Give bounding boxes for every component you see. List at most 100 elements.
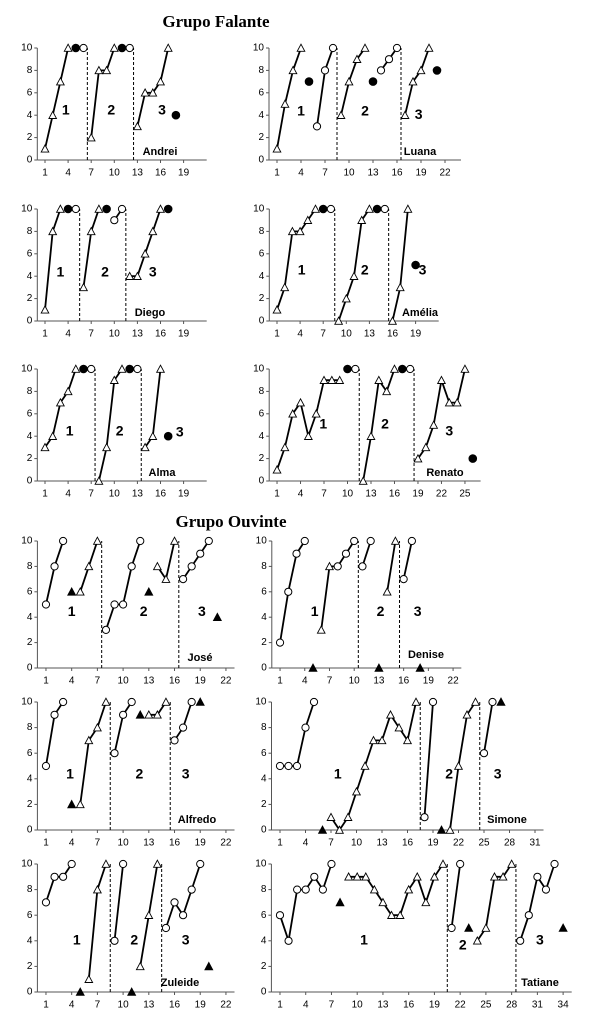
open-triangle-point (140, 88, 150, 97)
filled-circle-point (71, 43, 81, 53)
filled-circle-point (372, 204, 382, 214)
filled-triangle-point (67, 799, 77, 809)
open-circle-point (187, 885, 196, 894)
x-tick-label: 10 (349, 676, 361, 687)
trial-line (156, 540, 176, 582)
open-circle-point (456, 859, 465, 869)
open-circle-point (161, 923, 171, 933)
panel: 0 2 4 6 8 10 1 4 7 10 13 16 19 22 1 2 3 Denise (256, 536, 462, 687)
y-tick-label: 8 (27, 65, 33, 76)
open-circle-point (178, 723, 188, 732)
open-triangle-point (48, 431, 58, 440)
participant-name: Alma (149, 467, 177, 479)
phase-label: 2 (361, 103, 369, 119)
y-tick-label: 10 (253, 43, 265, 54)
open-circle-point (101, 625, 111, 635)
open-circle-point (541, 885, 551, 894)
filled-triangle-point (212, 612, 223, 621)
participant-name: Amélia (402, 307, 439, 319)
trial-line (45, 863, 73, 903)
panel: 0 2 4 6 8 10 1 4 7 10 13 16 19 1 2 3 Alma (21, 364, 207, 500)
panel: 0 2 4 6 8 10 1 4 7 10 13 16 19 22 1 2 3 José (21, 536, 235, 687)
x-tick-label: 7 (95, 838, 101, 849)
open-triangle-point (334, 825, 345, 834)
open-triangle-point (424, 43, 434, 52)
x-tick-label: 4 (65, 489, 71, 500)
open-circle-point (488, 697, 497, 707)
x-tick-label: 19 (429, 1000, 441, 1011)
x-tick-label: 16 (155, 168, 167, 179)
x-tick-label: 22 (220, 1000, 232, 1011)
open-circle-point (284, 587, 293, 596)
y-tick-label: 8 (27, 884, 33, 895)
open-triangle-point (389, 364, 400, 373)
open-triangle-point (408, 76, 418, 86)
open-circle-point (275, 761, 285, 771)
x-tick-label: 1 (42, 329, 48, 340)
x-tick-label: 25 (480, 1000, 492, 1011)
open-circle-point (79, 43, 88, 53)
y-tick-label: 8 (259, 386, 265, 397)
open-triangle-point (336, 110, 346, 119)
phase-label: 3 (419, 261, 427, 277)
y-tick-label: 0 (259, 316, 265, 327)
y-tick-label: 8 (259, 226, 265, 237)
open-triangle-point (360, 43, 370, 52)
panel: 0 2 4 6 8 10 1 4 7 10 13 16 19 22 25 28 31 1 2 3 Simone (255, 697, 544, 849)
x-tick-label: 16 (391, 168, 403, 179)
phase-label: 1 (66, 766, 74, 782)
open-triangle-point (429, 420, 439, 429)
open-triangle-point (84, 735, 94, 745)
open-triangle-point (429, 872, 439, 881)
open-triangle-point (360, 761, 370, 770)
open-triangle-point (152, 561, 162, 571)
open-circle-point (358, 562, 367, 571)
open-triangle-point (288, 65, 298, 75)
x-tick-label: 1 (277, 1000, 283, 1011)
panel: 0 2 4 6 8 10 1 4 7 10 13 16 19 22 25 1 2 3 Renato (253, 364, 481, 500)
y-tick-label: 10 (21, 43, 33, 54)
open-triangle-point (55, 204, 65, 213)
y-tick-label: 0 (27, 155, 33, 166)
filled-circle-point (343, 364, 352, 374)
y-tick-label: 4 (261, 773, 267, 784)
open-circle-point (350, 536, 359, 546)
open-triangle-point (453, 761, 464, 770)
open-triangle-point (55, 397, 65, 407)
participant-name: Denise (408, 649, 444, 661)
x-tick-label: 16 (169, 676, 181, 687)
open-triangle-point (498, 872, 508, 881)
y-tick-label: 2 (27, 961, 33, 972)
x-tick-label: 1 (43, 676, 49, 687)
participant-name: Diego (135, 307, 166, 319)
open-triangle-point (272, 305, 282, 314)
open-circle-point (110, 936, 119, 945)
y-tick-label: 2 (261, 799, 267, 810)
open-circle-point (524, 911, 533, 920)
open-triangle-point (366, 431, 376, 440)
x-tick-label: 4 (297, 329, 303, 340)
x-tick-label: 22 (453, 838, 465, 849)
x-tick-label: 16 (389, 489, 401, 500)
open-triangle-point (319, 375, 329, 384)
y-tick-label: 8 (258, 65, 264, 76)
open-triangle-point (48, 110, 58, 119)
open-circle-point (41, 898, 51, 907)
phase-label: 2 (381, 416, 389, 432)
open-triangle-point (364, 204, 374, 213)
y-tick-label: 6 (259, 408, 265, 419)
y-tick-label: 6 (261, 586, 267, 597)
open-triangle-point (92, 536, 102, 545)
participant-name: Renato (426, 467, 464, 479)
filled-triangle-point (436, 825, 447, 834)
y-tick-label: 4 (259, 271, 265, 282)
open-circle-point (71, 204, 80, 214)
x-tick-label: 19 (178, 489, 190, 500)
y-tick-label: 8 (27, 386, 33, 397)
x-tick-label: 25 (459, 489, 471, 500)
open-circle-point (127, 697, 136, 707)
open-triangle-point (404, 884, 414, 894)
y-tick-label: 6 (259, 248, 265, 259)
x-tick-label: 10 (341, 329, 353, 340)
x-tick-label: 16 (403, 1000, 415, 1011)
